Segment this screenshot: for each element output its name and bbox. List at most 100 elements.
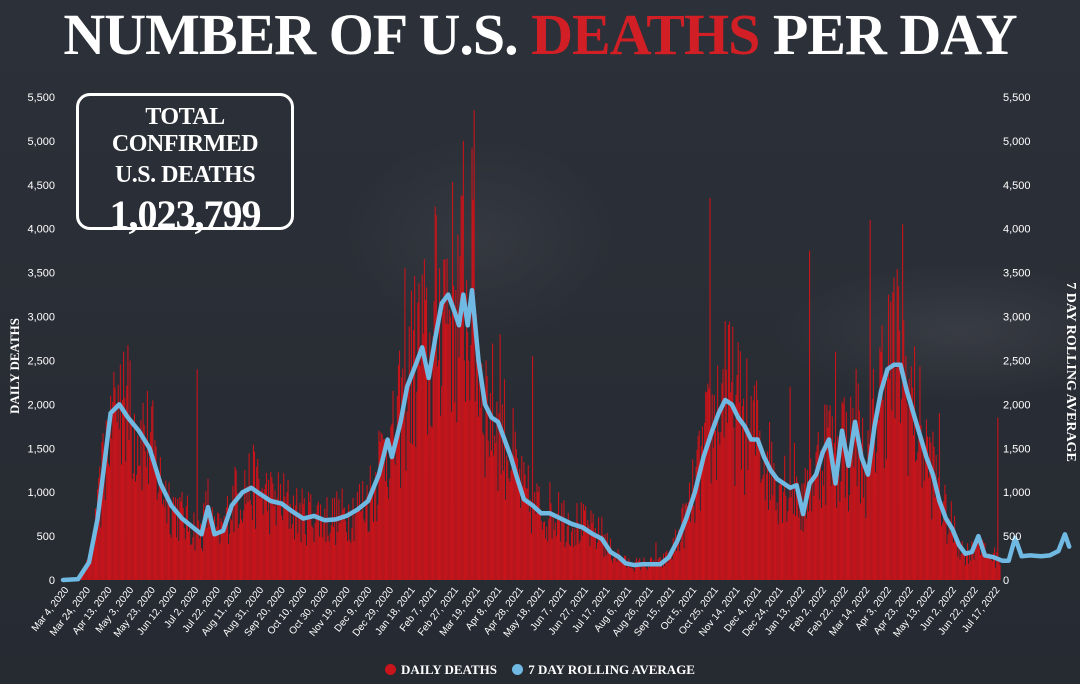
daily-deaths-bar (690, 521, 692, 580)
daily-deaths-bar (988, 553, 990, 580)
daily-deaths-bar (895, 367, 897, 580)
daily-deaths-bar (315, 512, 317, 580)
daily-deaths-bar (948, 518, 950, 580)
daily-deaths-bar (348, 504, 350, 580)
daily-deaths-bar (204, 509, 206, 580)
daily-deaths-bar (435, 215, 437, 581)
daily-deaths-bar (471, 148, 473, 580)
daily-deaths-bar (265, 472, 267, 580)
daily-deaths-bar (777, 524, 779, 580)
daily-deaths-bar (747, 469, 749, 580)
daily-deaths-bar (441, 386, 443, 580)
daily-deaths-bar (845, 411, 847, 580)
daily-deaths-bar (721, 383, 723, 580)
daily-deaths-bar (525, 487, 527, 580)
daily-deaths-bar (971, 541, 973, 580)
daily-deaths-bar (225, 507, 227, 580)
daily-deaths-bar (418, 283, 420, 580)
daily-deaths-bar (866, 475, 868, 580)
daily-deaths-bar (864, 461, 866, 580)
daily-deaths-bar (929, 436, 931, 580)
daily-deaths-bar (978, 548, 981, 580)
daily-deaths-bar (538, 486, 540, 580)
daily-deaths-bar (81, 573, 84, 580)
daily-deaths-bar (875, 472, 877, 580)
daily-deaths-bar (615, 558, 617, 580)
daily-deaths-bar (180, 501, 182, 580)
daily-deaths-bar (388, 498, 390, 580)
daily-deaths-bar (202, 551, 204, 580)
daily-deaths-bar (105, 420, 107, 580)
daily-deaths-bar (627, 561, 629, 580)
daily-deaths-bar (124, 397, 126, 580)
daily-deaths-bar (238, 523, 240, 580)
daily-deaths-bar (813, 495, 815, 580)
daily-deaths-bar (90, 555, 92, 580)
daily-deaths-bar (683, 548, 685, 580)
daily-deaths-bar (275, 525, 277, 580)
daily-deaths-bar (976, 543, 978, 580)
daily-deaths-bar (212, 522, 214, 580)
daily-deaths-bar (498, 413, 500, 580)
daily-deaths-bar (586, 531, 588, 580)
daily-deaths-bar (812, 478, 814, 580)
daily-deaths-bar (479, 359, 481, 580)
daily-deaths-bar (396, 395, 398, 580)
daily-deaths-bar (573, 546, 575, 580)
daily-deaths-bar (155, 446, 157, 580)
daily-deaths-bar (349, 539, 351, 580)
daily-deaths-bar (414, 275, 416, 580)
daily-deaths-bar (781, 522, 784, 580)
daily-deaths-bar (170, 537, 172, 580)
daily-deaths-bar (669, 557, 671, 580)
daily-deaths-bar (843, 397, 845, 580)
daily-deaths-bar (494, 435, 496, 580)
daily-deaths-bar (515, 449, 517, 580)
daily-deaths-bar (707, 383, 709, 580)
daily-deaths-bar (428, 379, 430, 580)
daily-deaths-bar (184, 539, 186, 580)
daily-deaths-bar (788, 498, 790, 580)
daily-deaths-bar (507, 460, 509, 580)
daily-deaths-bar (380, 432, 382, 580)
daily-deaths-bar (86, 559, 88, 580)
daily-deaths-bar (421, 274, 423, 580)
daily-deaths-bar (826, 405, 828, 580)
daily-deaths-bar (330, 525, 332, 580)
daily-deaths-bar (154, 439, 156, 580)
daily-deaths-bar (580, 501, 582, 580)
daily-deaths-bar (250, 504, 252, 580)
daily-deaths-bar (172, 496, 174, 580)
daily-deaths-bar (110, 395, 112, 580)
daily-deaths-bar (684, 504, 686, 580)
daily-deaths-bar (973, 559, 975, 580)
daily-deaths-bar (916, 459, 918, 580)
daily-deaths-bar (590, 510, 592, 580)
daily-deaths-bar (705, 391, 707, 580)
daily-deaths-bar (487, 440, 489, 580)
daily-deaths-bar (726, 422, 728, 580)
daily-deaths-bar (511, 467, 513, 580)
daily-deaths-bar (635, 558, 638, 580)
daily-deaths-bar (660, 561, 662, 580)
daily-deaths-bar (536, 483, 538, 580)
daily-deaths-bar (510, 470, 512, 580)
daily-deaths-bar (770, 499, 772, 580)
daily-deaths-bar (391, 423, 393, 580)
daily-deaths-bar (220, 518, 222, 580)
daily-deaths-bar (521, 455, 523, 580)
daily-deaths-bar (847, 511, 850, 580)
daily-deaths-bar (123, 351, 125, 580)
daily-deaths-bar (559, 520, 561, 580)
daily-deaths-bar (924, 452, 926, 580)
daily-deaths-bar (106, 424, 108, 580)
daily-deaths-bar (314, 523, 316, 580)
daily-deaths-bar (858, 410, 860, 580)
daily-deaths-bar (949, 531, 951, 580)
daily-deaths-bar (378, 430, 380, 580)
daily-deaths-bar (613, 557, 615, 580)
daily-deaths-bar (658, 557, 660, 580)
daily-deaths-bar (302, 504, 304, 580)
daily-deaths-bar (911, 387, 913, 580)
daily-deaths-bar (645, 567, 647, 580)
